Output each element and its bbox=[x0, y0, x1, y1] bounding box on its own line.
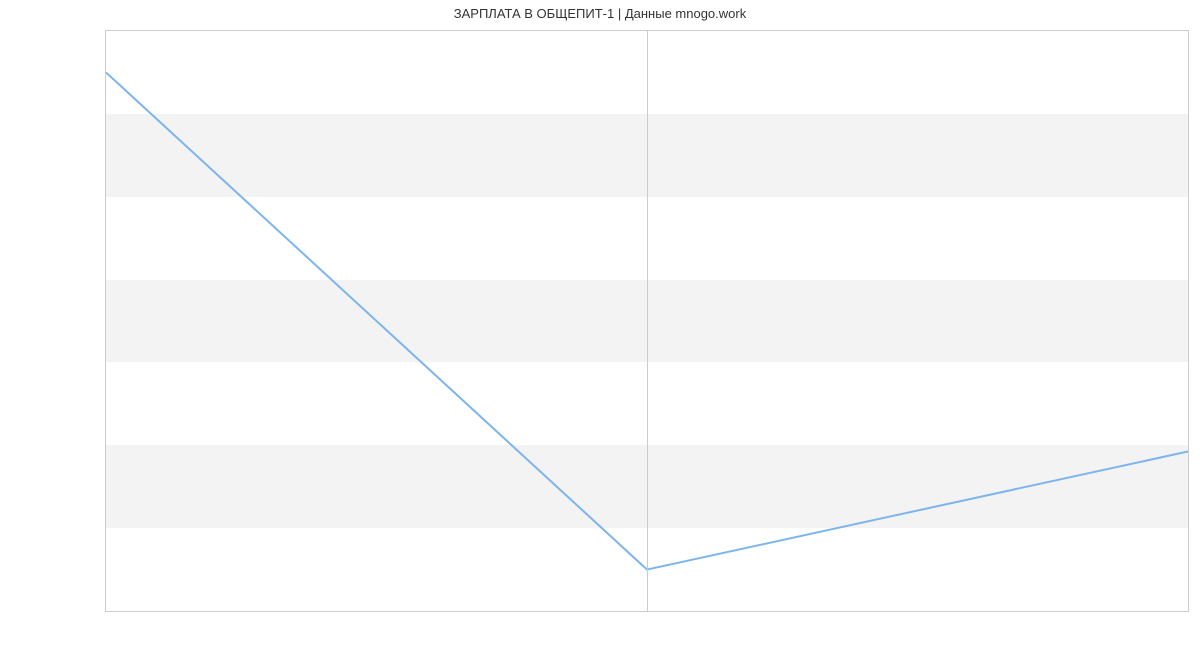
chart-title: ЗАРПЛАТА В ОБЩЕПИТ-1 | Данные mnogo.work bbox=[0, 6, 1200, 21]
x-gridline bbox=[647, 31, 648, 611]
plot-area: 2200024000260002800030000320003400036000… bbox=[105, 30, 1189, 612]
chart-container: ЗАРПЛАТА В ОБЩЕПИТ-1 | Данные mnogo.work… bbox=[0, 0, 1200, 650]
